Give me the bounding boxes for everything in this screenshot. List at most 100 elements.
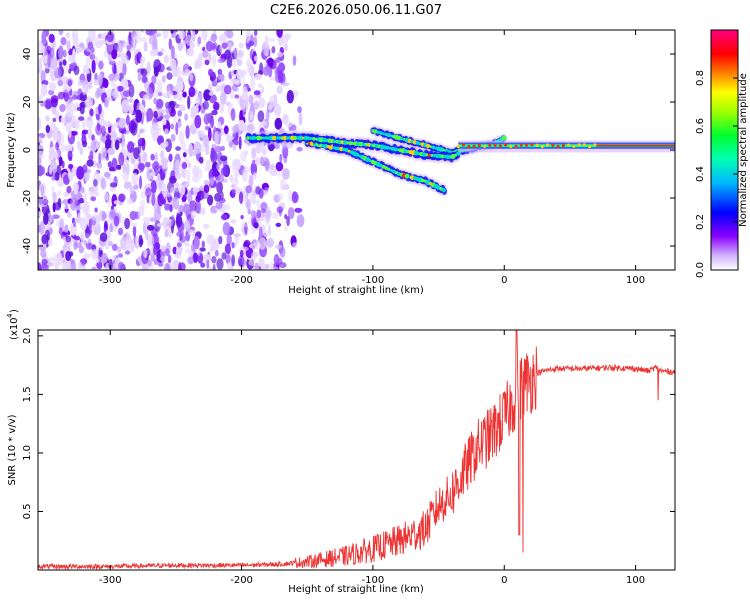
noise-speckle [188, 86, 196, 98]
noise-speckle [279, 246, 286, 258]
noise-speckle [142, 216, 151, 223]
noise-speckle [185, 248, 190, 254]
noise-speckle [60, 37, 67, 46]
noise-speckle [211, 255, 217, 264]
colorbar-label: Normalized spectral amplitude [738, 73, 749, 227]
noise-speckle [221, 214, 228, 221]
noise-speckle [216, 181, 224, 194]
noise-speckle [193, 141, 202, 154]
noise-speckle [153, 110, 158, 119]
noise-speckle [278, 62, 286, 73]
band-peak [596, 144, 675, 147]
noise-speckle [161, 75, 166, 83]
noise-speckle [103, 220, 108, 230]
noise-speckle [249, 192, 257, 204]
noise-speckle [66, 40, 71, 51]
noise-speckle [208, 265, 214, 270]
colorbar: 0.0 0.2 0.4 0.6 0.8 Normalized spectral ampl… [695, 29, 749, 278]
noise-speckle [171, 45, 175, 59]
noise-speckle [190, 210, 197, 220]
track-core [344, 148, 349, 152]
noise-speckle [187, 170, 190, 184]
noise-speckle [202, 100, 209, 110]
noise-speckle [51, 174, 56, 181]
noise-speckle [200, 262, 206, 268]
noise-speckle [218, 103, 225, 114]
noise-speckle [98, 152, 102, 164]
noise-speckle [209, 245, 215, 253]
noise-speckle [171, 30, 179, 33]
noise-speckle [111, 63, 117, 75]
noise-speckle [82, 201, 90, 215]
noise-speckle [73, 236, 81, 241]
noise-speckle [192, 187, 200, 193]
noise-speckle [170, 134, 176, 142]
noise-speckle [212, 263, 216, 270]
band-dot [530, 143, 534, 147]
noise-speckle [152, 36, 158, 50]
colorbar-ticks: 0.0 0.2 0.4 0.6 0.8 [695, 70, 738, 278]
noise-speckle [137, 71, 142, 82]
x-tick-label: 100 [626, 275, 645, 286]
noise-speckle [45, 115, 50, 122]
track-core [367, 142, 371, 147]
noise-speckle [52, 117, 57, 123]
noise-speckle [114, 139, 120, 151]
noise-speckle [157, 108, 165, 117]
noise-speckle [251, 211, 255, 220]
band-dot [483, 144, 487, 148]
noise-speckle [188, 162, 192, 168]
track-core [392, 169, 396, 174]
track-core [348, 141, 353, 146]
noise-speckle [252, 172, 257, 180]
y-tick-label: -40 [22, 238, 33, 254]
track-core [425, 153, 429, 157]
noise-speckle [277, 171, 282, 178]
snr-x-label: Height of straight line (km) [288, 584, 424, 595]
noise-speckle [68, 54, 76, 63]
noise-speckle [94, 191, 99, 197]
noise-speckle [76, 106, 82, 112]
track-core [272, 135, 277, 141]
noise-speckle [73, 65, 80, 76]
x-tick-label: -100 [362, 575, 385, 586]
noise-speckle [121, 142, 127, 150]
noise-speckle [128, 104, 134, 115]
noise-speckle [101, 125, 106, 137]
noise-speckle [175, 214, 183, 228]
y-tick-label: 2.0 [22, 328, 33, 344]
noise-speckle [226, 30, 234, 39]
noise-speckle [206, 234, 215, 246]
noise-speckle [187, 95, 191, 110]
noise-speckle [38, 197, 44, 205]
noise-speckle [41, 30, 47, 44]
noise-speckle [184, 113, 189, 121]
noise-speckle [288, 189, 293, 202]
noise-speckle [79, 232, 84, 240]
noise-speckle [80, 217, 88, 231]
noise-speckle [210, 115, 214, 129]
noise-speckle [249, 110, 254, 121]
noise-speckle [273, 254, 280, 266]
noise-speckle [109, 130, 117, 143]
noise-speckle [233, 158, 241, 171]
noise-speckle [45, 124, 50, 134]
band-dot [472, 144, 476, 148]
noise-speckle [52, 129, 59, 142]
noise-speckle [178, 30, 186, 40]
noise-speckle [177, 192, 181, 199]
y-tick-label: 40 [22, 48, 33, 61]
noise-speckle [221, 42, 228, 49]
noise-speckle [245, 61, 252, 66]
noise-speckle [177, 93, 183, 102]
noise-speckle [253, 90, 261, 96]
noise-speckle [262, 66, 271, 76]
band-dot [456, 144, 460, 149]
noise-speckle [231, 60, 237, 68]
noise-speckle [172, 197, 180, 210]
noise-speckle [66, 185, 72, 194]
noise-speckle [156, 123, 160, 136]
track-core [414, 150, 419, 156]
noise-region [38, 30, 305, 270]
